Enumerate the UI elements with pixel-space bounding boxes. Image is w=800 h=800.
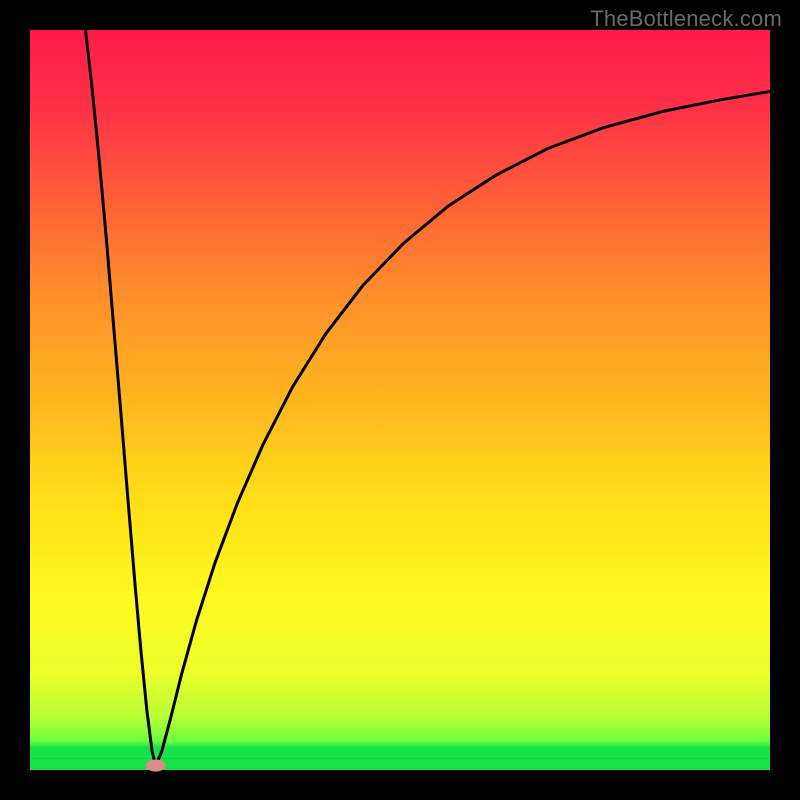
chart-frame: TheBottleneck.com [0,0,800,800]
optimum-marker [146,760,166,772]
bottleneck-chart [0,0,800,800]
green-band [30,759,770,770]
watermark-text: TheBottleneck.com [590,6,782,32]
